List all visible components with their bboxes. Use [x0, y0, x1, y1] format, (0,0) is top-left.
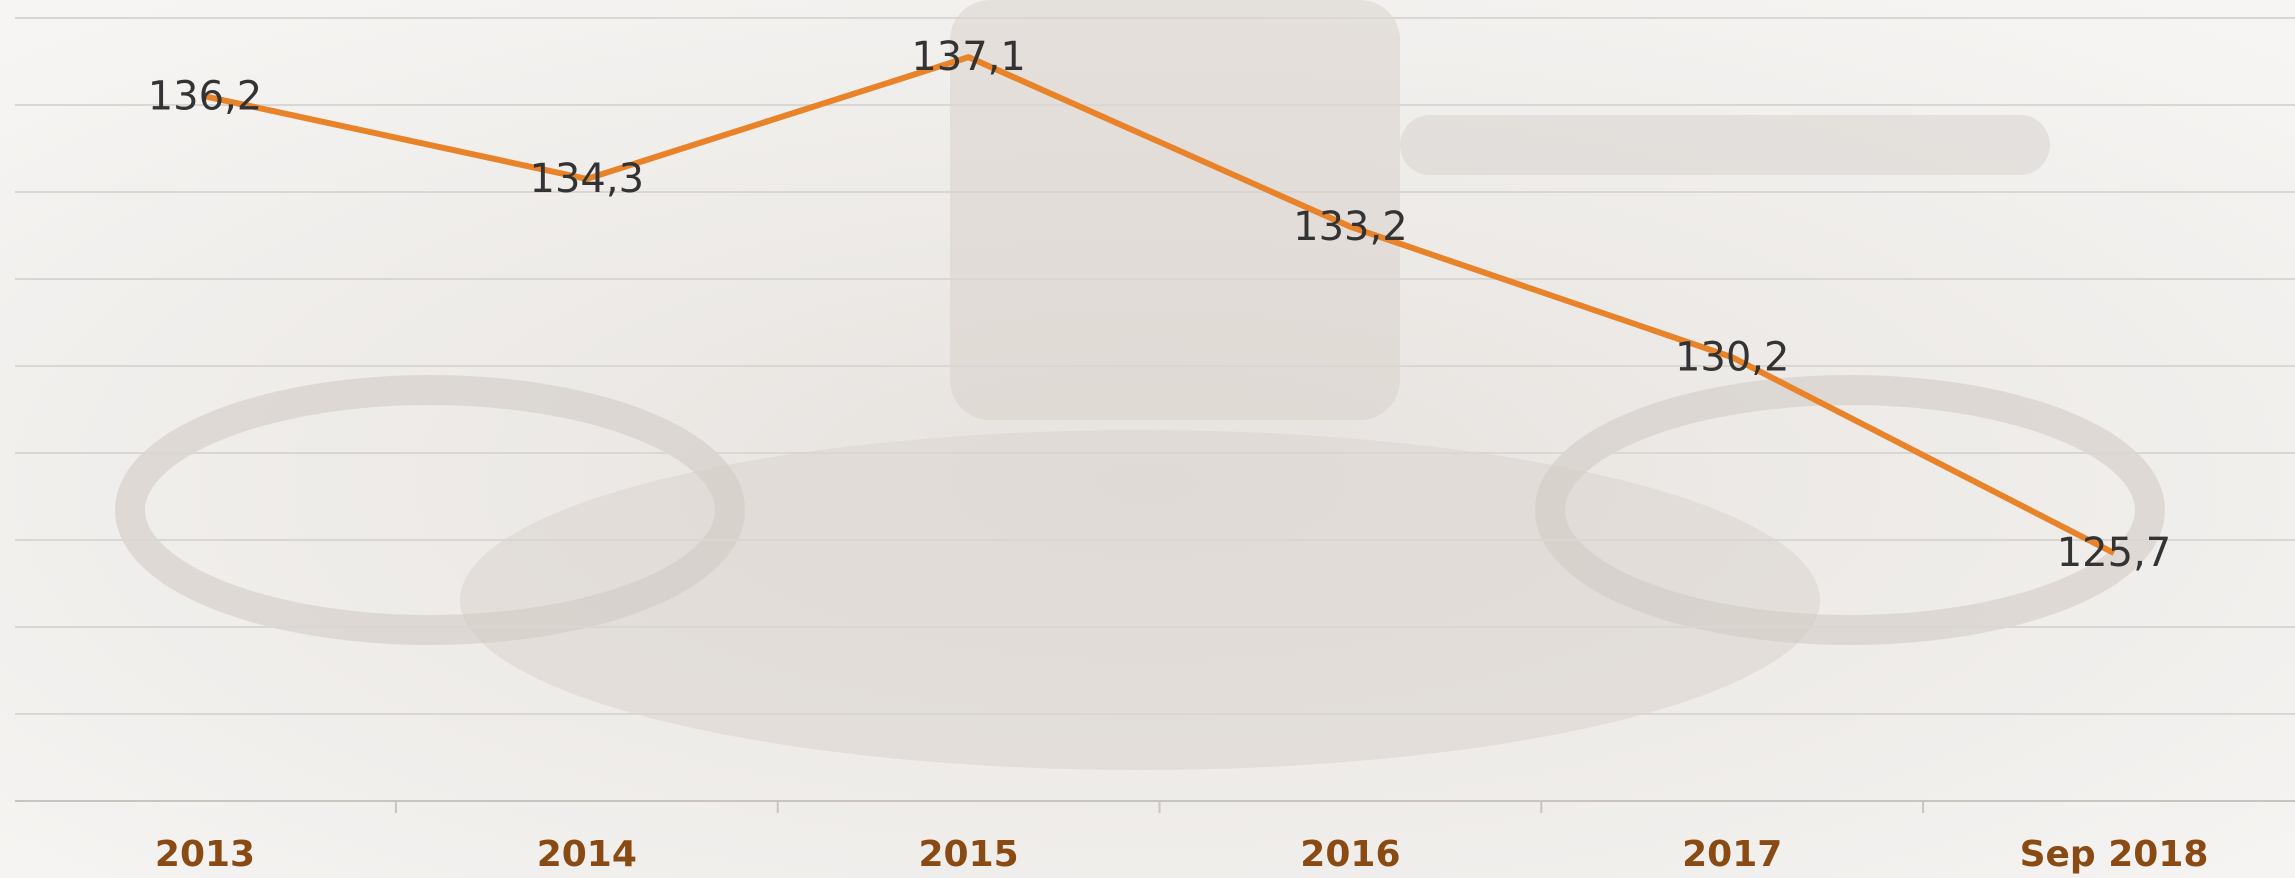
data-label: 130,2 [1675, 334, 1790, 380]
background-shape [1400, 115, 2050, 175]
data-line [204, 54, 2116, 556]
background-shape [1535, 375, 2165, 645]
background-shape [460, 430, 1820, 770]
x-tick-label: 2017 [1682, 834, 1782, 875]
x-tick-label: 2015 [918, 834, 1018, 875]
background-shape [115, 375, 745, 645]
x-tick-label: 2014 [537, 834, 637, 875]
x-tick-label: Sep 2018 [2020, 834, 2209, 875]
data-label: 137,1 [911, 34, 1026, 80]
x-tick-label: 2013 [155, 834, 255, 875]
data-label: 125,7 [2057, 530, 2172, 576]
data-label: 133,2 [1293, 204, 1408, 250]
data-label: 136,2 [148, 73, 263, 119]
x-tick-label: 2016 [1300, 834, 1400, 875]
data-label: 134,3 [530, 156, 645, 202]
